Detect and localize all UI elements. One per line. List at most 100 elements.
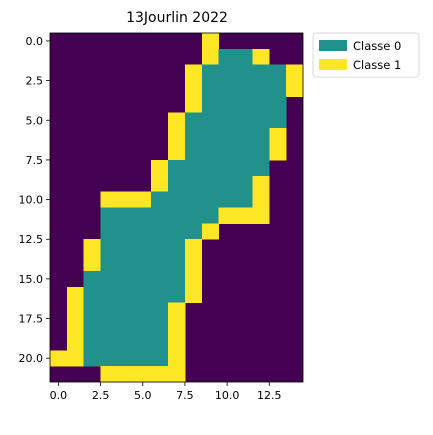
- y-tick-label: 7.5: [26, 154, 44, 167]
- heatmap-cell-class-0: [235, 128, 253, 145]
- heatmap-cell-class-0: [117, 270, 135, 288]
- heatmap-cell-class-0: [168, 207, 186, 224]
- heatmap-cell-class-0: [235, 64, 253, 81]
- heatmap-cell-class-0: [117, 207, 135, 224]
- heatmap-cell-class-0: [117, 223, 135, 240]
- heatmap-cell-class-0: [100, 302, 118, 319]
- heatmap-cell-class-1: [168, 144, 186, 161]
- heatmap-cell-class-0: [184, 223, 203, 240]
- heatmap-cell-class-0: [134, 270, 152, 288]
- heatmap-cell-class-1: [134, 366, 152, 383]
- heatmap-cell-class-0: [134, 350, 152, 367]
- heatmap-cell-class-0: [252, 80, 270, 97]
- heatmap-cell-class-1: [100, 191, 118, 208]
- heatmap-cell-class-0: [218, 191, 236, 208]
- heatmap-cell-class-1: [201, 33, 220, 50]
- heatmap-cell-class-0: [168, 255, 186, 272]
- heatmap-cell-class-0: [83, 270, 101, 288]
- y-axis: 0.0 2.5 5.0 7.5 10.0 12.5 15.0 17.5 20.0: [19, 35, 50, 365]
- heatmap-cell-class-1: [151, 175, 169, 193]
- heatmap-cell-class-1: [151, 159, 169, 177]
- heatmap-cell-class-0: [269, 96, 287, 113]
- heatmap-cell-class-1: [66, 334, 85, 351]
- heatmap-cell-class-1: [134, 191, 152, 208]
- heatmap-cell-class-0: [151, 334, 169, 351]
- heatmap-cell-class-0: [235, 144, 253, 161]
- legend-label: Classe 1: [353, 58, 401, 72]
- legend-label: Classe 0: [353, 39, 401, 53]
- heatmap-cell-class-1: [252, 48, 270, 66]
- y-tick-label: 20.0: [19, 352, 44, 365]
- heatmap-cell-class-0: [134, 223, 152, 240]
- heatmap-cell-class-0: [201, 80, 220, 97]
- heatmap-cell-class-0: [201, 128, 220, 145]
- heatmap-cell-class-0: [252, 128, 270, 145]
- heatmap-cell-class-0: [201, 144, 220, 161]
- heatmap-cell-class-0: [168, 175, 186, 193]
- heatmap-cell-class-1: [168, 128, 186, 145]
- legend-swatch: [319, 59, 347, 70]
- heatmap-cell-class-0: [100, 255, 118, 272]
- x-tick-label: 5.0: [134, 389, 152, 402]
- heatmap-cell-class-0: [134, 318, 152, 335]
- heatmap-cell-class-1: [252, 207, 270, 224]
- heatmap-cell-class-0: [235, 191, 253, 208]
- heatmap-cell-class-0: [218, 80, 236, 97]
- heatmap-cell-class-0: [134, 255, 152, 272]
- y-tick-label: 10.0: [19, 194, 44, 207]
- heatmap-cell-class-1: [66, 318, 85, 335]
- heatmap-cell-class-0: [184, 175, 203, 193]
- heatmap-cell-class-1: [269, 144, 287, 161]
- heatmap-cell-class-0: [235, 159, 253, 177]
- heatmap-cell-class-0: [184, 207, 203, 224]
- heatmap-cell-class-0: [252, 96, 270, 113]
- heatmap-cell-class-0: [252, 64, 270, 81]
- heatmap-cell-class-0: [252, 159, 270, 177]
- heatmap-cell-class-0: [201, 96, 220, 113]
- heatmap-cell-class-0: [83, 318, 101, 335]
- heatmap-cell-class-0: [151, 207, 169, 224]
- heatmap-cell-class-0: [201, 64, 220, 81]
- heatmap-cell-class-0: [151, 223, 169, 240]
- heatmap-cell-class-1: [184, 64, 203, 81]
- heatmap-cell-class-1: [184, 239, 203, 256]
- heatmap-cell-class-1: [100, 366, 118, 383]
- heatmap-cell-class-1: [83, 239, 101, 256]
- heatmap-cell-class-0: [168, 270, 186, 288]
- heatmap-cell-class-0: [117, 286, 135, 304]
- heatmap-cell-class-1: [184, 286, 203, 304]
- legend-swatch: [319, 40, 347, 51]
- heatmap-cell-class-0: [117, 302, 135, 319]
- heatmap-cell-class-0: [269, 80, 287, 97]
- heatmap-cell-class-0: [117, 334, 135, 351]
- heatmap-cell-class-0: [269, 64, 287, 81]
- y-tick-label: 15.0: [19, 273, 44, 286]
- heatmap-cell-class-0: [100, 223, 118, 240]
- x-tick-label: 0.0: [50, 389, 68, 402]
- heatmap-cell-class-0: [151, 270, 169, 288]
- heatmap-cell-class-0: [269, 112, 287, 129]
- y-tick-label: 17.5: [19, 313, 44, 326]
- x-tick-label: 7.5: [176, 389, 194, 402]
- heatmap-cell-class-1: [184, 80, 203, 97]
- heatmap-cell-class-0: [134, 239, 152, 256]
- heatmap-cell-class-0: [201, 112, 220, 129]
- heatmap-cell-class-0: [218, 112, 236, 129]
- y-tick-label: 12.5: [19, 233, 44, 246]
- heatmap-cell-class-0: [184, 144, 203, 161]
- heatmap-cell-class-1: [286, 80, 304, 97]
- heatmap-cell-class-0: [134, 302, 152, 319]
- plot-area: [49, 32, 304, 383]
- heatmap-cell-class-1: [252, 191, 270, 208]
- heatmap-cell-class-0: [184, 191, 203, 208]
- x-tick-label: 12.5: [257, 389, 282, 402]
- heatmap-cell-class-0: [100, 350, 118, 367]
- heatmap-cell-class-0: [151, 286, 169, 304]
- heatmap-cell-class-0: [151, 255, 169, 272]
- heatmap-cell-class-1: [218, 207, 236, 224]
- heatmap-cell-class-1: [168, 302, 186, 319]
- chart-title: 13Jourlin 2022: [126, 10, 228, 26]
- heatmap-cell-class-1: [151, 366, 169, 383]
- heatmap-cell-class-0: [252, 144, 270, 161]
- heatmap-cell-class-0: [151, 350, 169, 367]
